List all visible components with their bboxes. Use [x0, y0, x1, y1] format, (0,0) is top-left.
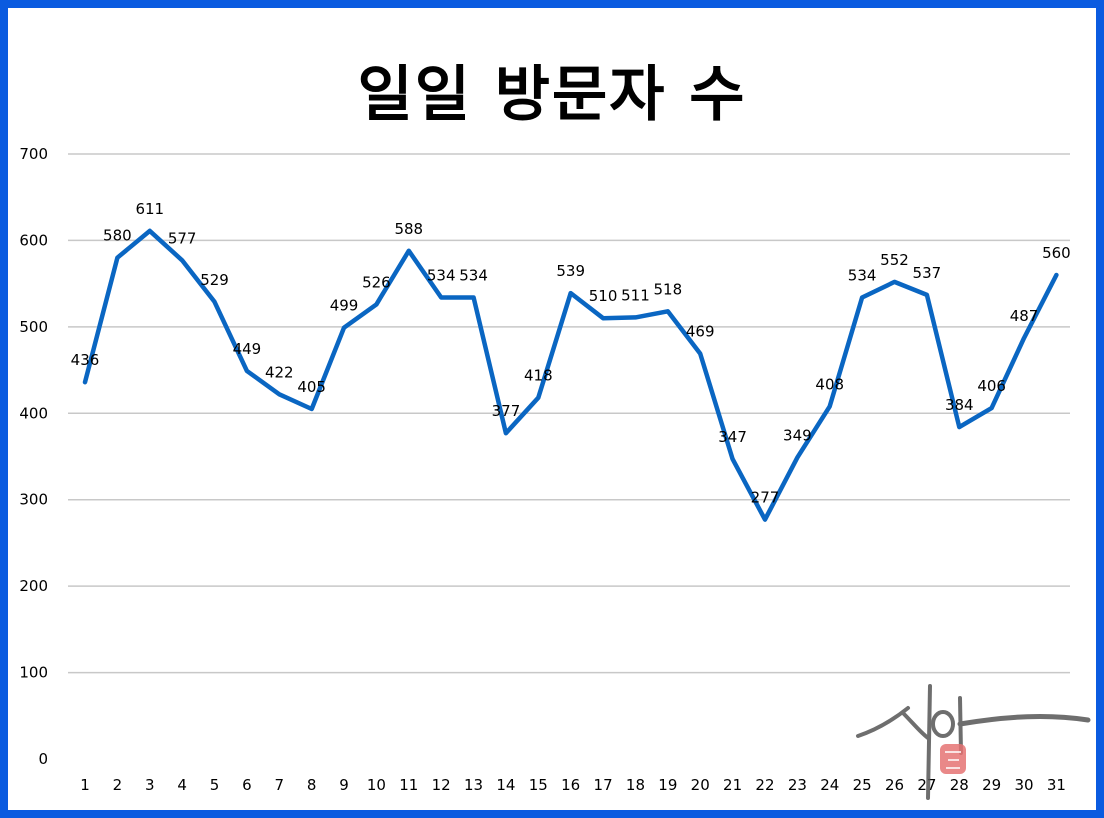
- x-tick-label: 17: [594, 776, 613, 794]
- data-label: 510: [589, 287, 618, 305]
- y-tick-label: 400: [19, 404, 48, 422]
- y-tick-label: 300: [19, 491, 48, 509]
- x-tick-label: 6: [242, 776, 252, 794]
- data-label: 577: [168, 229, 197, 247]
- data-label: 449: [233, 340, 262, 358]
- x-tick-label: 31: [1047, 776, 1066, 794]
- data-label: 534: [459, 266, 488, 284]
- x-tick-label: 25: [853, 776, 872, 794]
- data-label: 560: [1042, 244, 1071, 262]
- x-tick-label: 10: [367, 776, 386, 794]
- grid-layer: [68, 153, 1070, 674]
- data-label: 511: [621, 286, 650, 304]
- data-label: 499: [330, 297, 359, 315]
- y-axis-ticks: 0 100 200 300 400 500 600 700: [19, 145, 48, 768]
- x-tick-label: 9: [339, 776, 349, 794]
- x-tick-label: 29: [982, 776, 1001, 794]
- x-tick-label: 8: [307, 776, 317, 794]
- series-line: [82, 228, 1059, 522]
- x-tick-label: 22: [755, 776, 774, 794]
- data-label: 534: [848, 266, 877, 284]
- y-tick-label: 600: [19, 231, 48, 249]
- x-tick-label: 11: [399, 776, 418, 794]
- data-label: 529: [200, 271, 229, 289]
- x-tick-label: 2: [113, 776, 123, 794]
- x-tick-label: 13: [464, 776, 483, 794]
- x-tick-label: 5: [210, 776, 220, 794]
- data-label: 408: [815, 375, 844, 393]
- data-label: 418: [524, 367, 553, 385]
- x-tick-label: 7: [275, 776, 285, 794]
- data-label: 277: [751, 489, 780, 507]
- x-axis-ticks: 1 2 3 4 5 6 7 8 9 10 11 12 13 14 15 16 17 18 19 20 21 22 23 24 2…: [80, 776, 1066, 794]
- x-tick-label: 23: [788, 776, 807, 794]
- x-tick-label: 4: [177, 776, 187, 794]
- y-tick-label: 200: [19, 577, 48, 595]
- data-label: 405: [297, 378, 326, 396]
- data-label: 487: [1010, 307, 1039, 325]
- data-label: 377: [492, 402, 521, 420]
- data-label: 349: [783, 426, 812, 444]
- data-label: 534: [427, 266, 456, 284]
- x-tick-label: 3: [145, 776, 155, 794]
- data-label: 422: [265, 363, 294, 381]
- data-label: 384: [945, 396, 974, 414]
- x-tick-label: 1: [80, 776, 90, 794]
- data-label: 552: [880, 251, 909, 269]
- data-label: 406: [977, 377, 1006, 395]
- x-tick-label: 15: [529, 776, 548, 794]
- x-tick-label: 24: [820, 776, 839, 794]
- data-label: 588: [394, 220, 423, 238]
- y-tick-label: 100: [19, 664, 48, 682]
- x-tick-label: 26: [885, 776, 904, 794]
- y-tick-label: 0: [38, 750, 48, 768]
- x-tick-label: 21: [723, 776, 742, 794]
- data-label: 539: [556, 262, 585, 280]
- data-label: 469: [686, 323, 715, 341]
- x-tick-label: 12: [432, 776, 451, 794]
- x-tick-label: 28: [950, 776, 969, 794]
- data-label: 526: [362, 273, 391, 291]
- x-tick-label: 20: [691, 776, 710, 794]
- watermark-signature: [856, 684, 1091, 800]
- y-tick-label: 700: [19, 145, 48, 163]
- data-label: 347: [718, 428, 747, 446]
- chart-title: 일일 방문자 수: [357, 60, 747, 130]
- data-label: 436: [71, 351, 100, 369]
- y-tick-label: 500: [19, 318, 48, 336]
- x-tick-label: 19: [658, 776, 677, 794]
- data-label: 580: [103, 227, 132, 245]
- data-label: 537: [913, 264, 942, 282]
- x-tick-label: 16: [561, 776, 580, 794]
- data-label: 518: [654, 280, 683, 298]
- x-tick-label: 18: [626, 776, 645, 794]
- x-tick-label: 30: [1014, 776, 1033, 794]
- x-tick-label: 14: [496, 776, 515, 794]
- data-label: 611: [135, 200, 164, 218]
